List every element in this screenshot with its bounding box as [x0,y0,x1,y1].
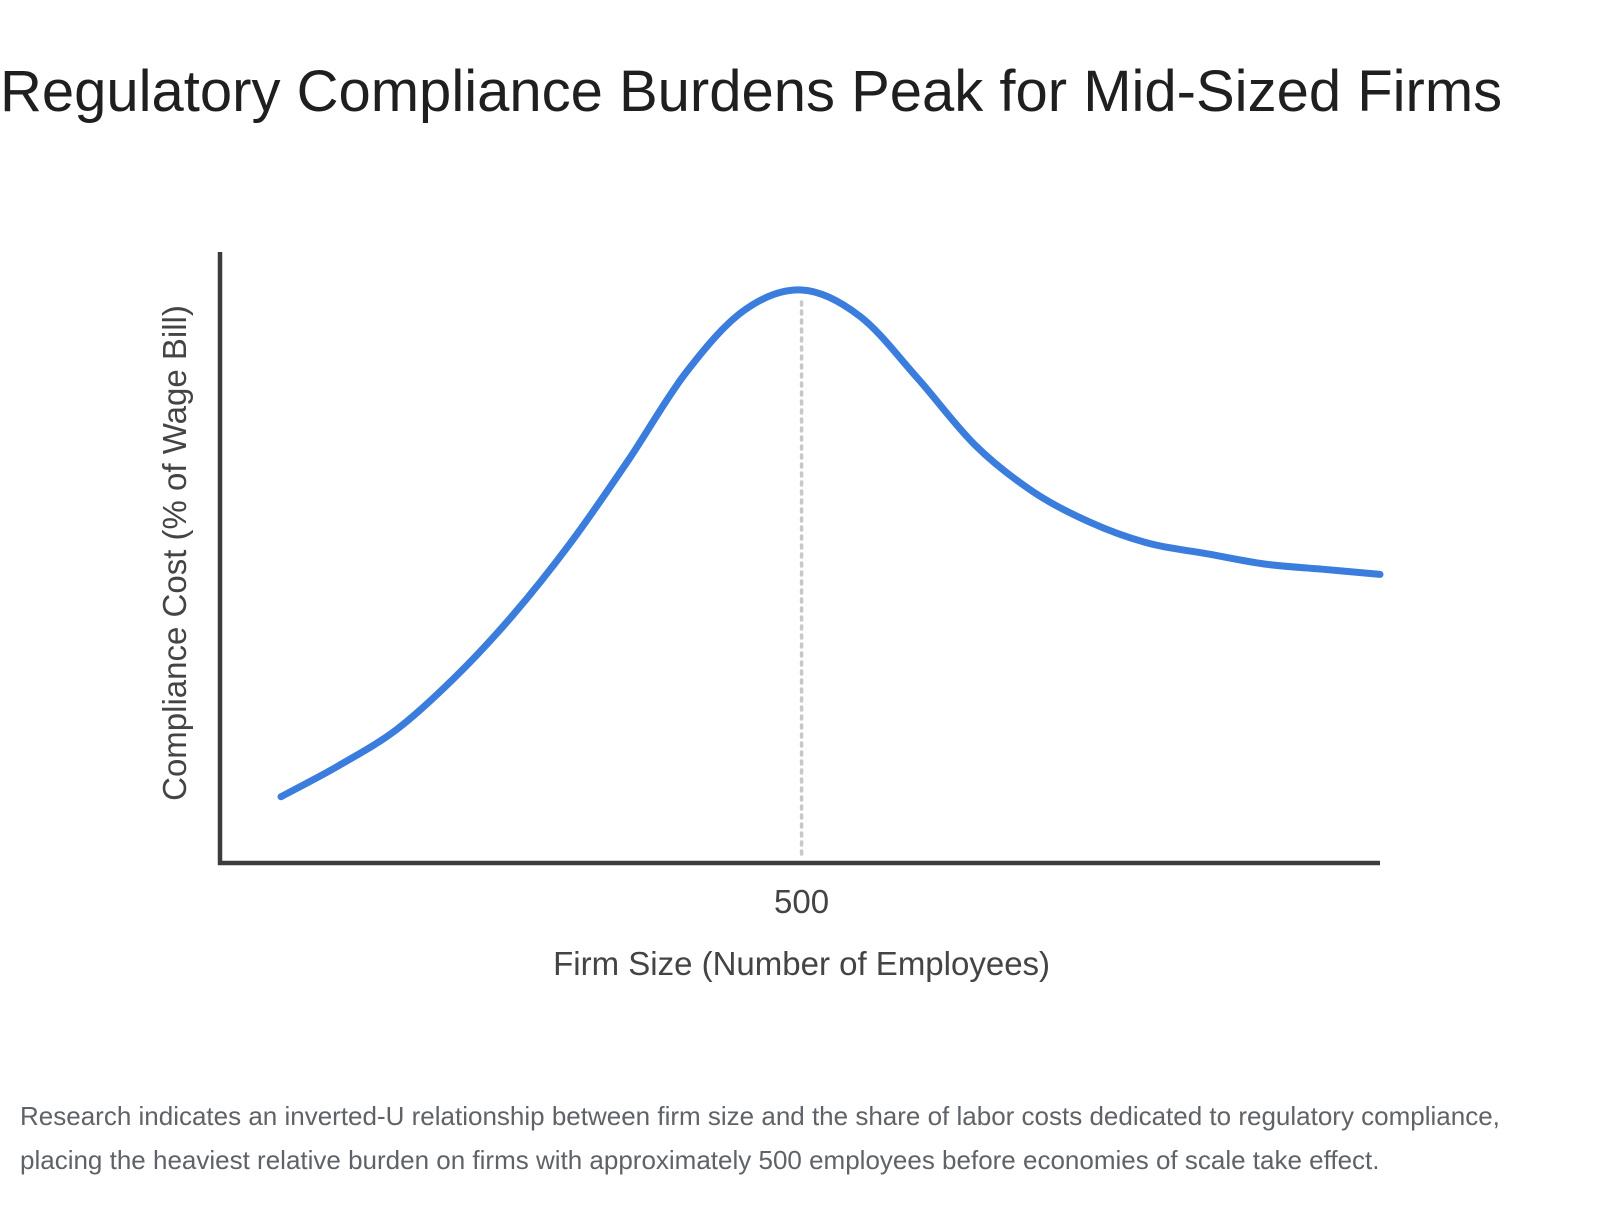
y-axis-label: Compliance Cost (% of Wage Bill) [156,305,193,801]
chart-svg: 500 Firm Size (Number of Employees) Comp… [156,252,1384,982]
x-tick-label: 500 [774,883,829,920]
x-axis-label: Firm Size (Number of Employees) [553,945,1050,982]
series-line [277,286,1384,801]
chart-caption: Research indicates an inverted-U relatio… [20,1101,1500,1175]
x-tick-labels: 500 [774,883,829,920]
page-title: Regulatory Compliance Burdens Peak for M… [0,59,1503,124]
chart-panel: 500 Firm Size (Number of Employees) Comp… [0,160,1600,1060]
